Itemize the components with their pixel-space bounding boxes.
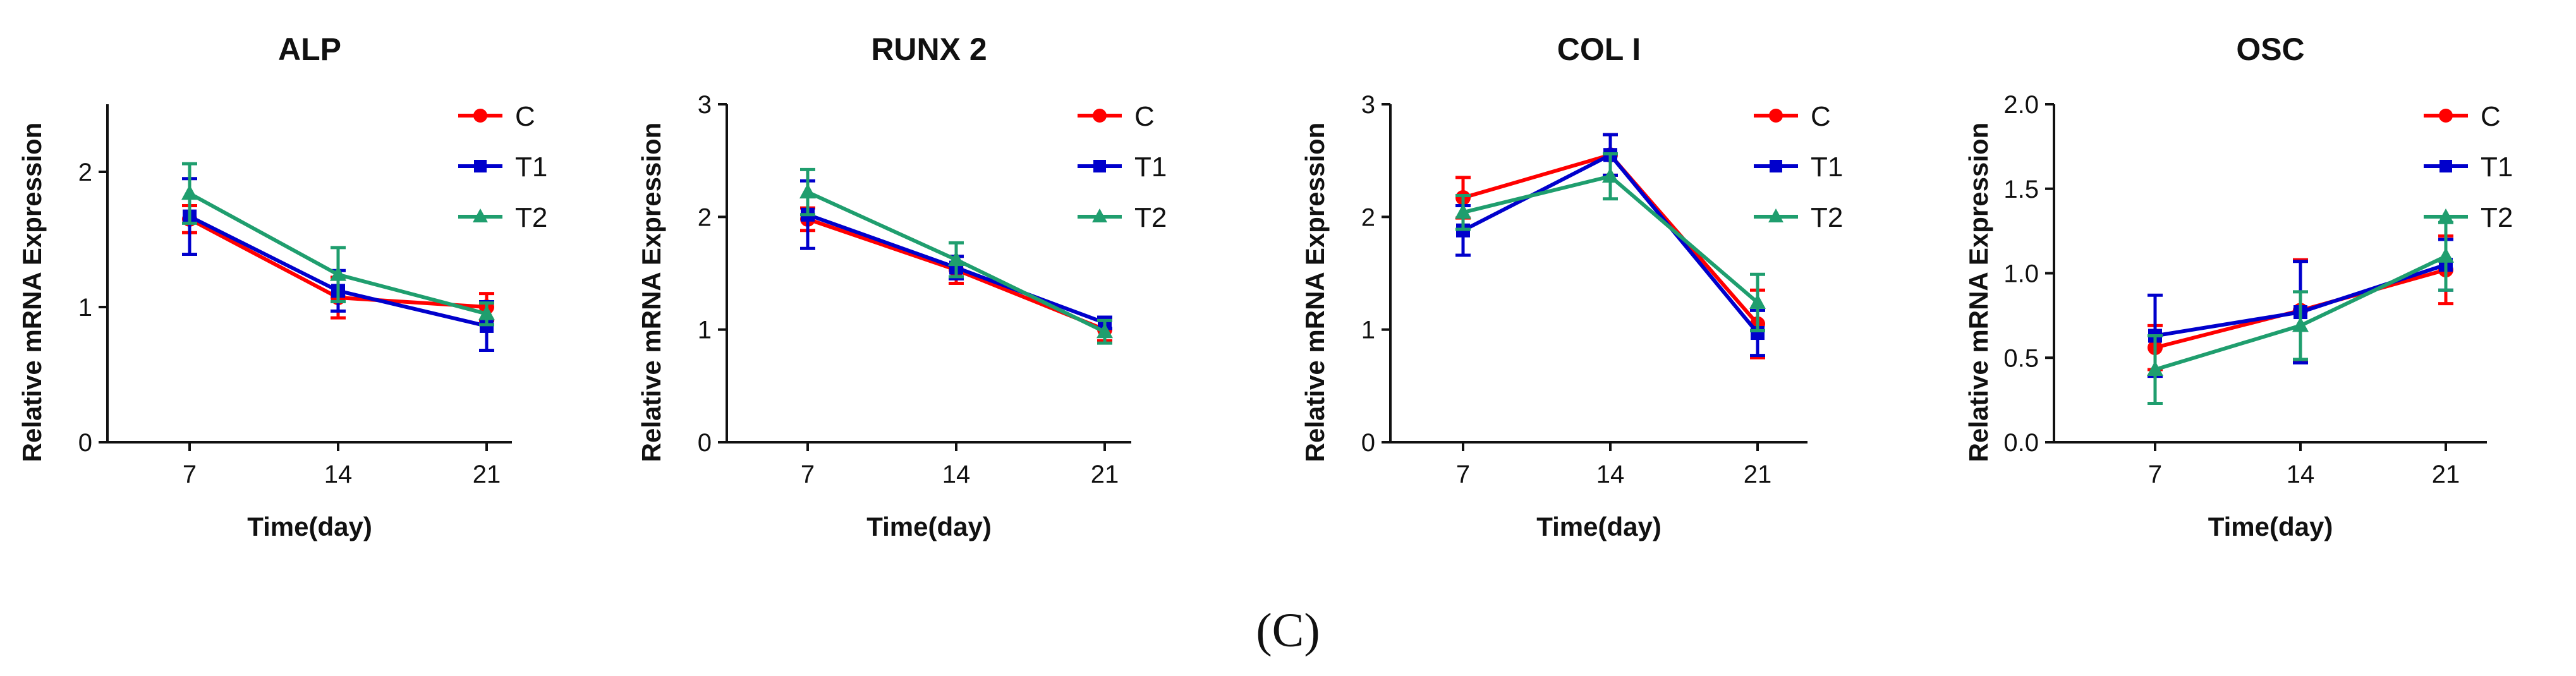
data-point-t2 bbox=[330, 265, 346, 281]
data-point-t2 bbox=[1602, 167, 1619, 183]
legend-marker-t1 bbox=[2439, 160, 2452, 172]
x-tick-label: 7 bbox=[2148, 461, 2162, 488]
legend-marker-t2 bbox=[1768, 208, 1783, 222]
legend-marker-c bbox=[473, 109, 487, 123]
y-tick-label: 0 bbox=[698, 429, 712, 457]
chart-title: ALP bbox=[278, 32, 341, 67]
legend-label-t2: T2 bbox=[2481, 202, 2513, 233]
y-tick-label: 0.0 bbox=[2003, 429, 2039, 457]
chart-title: COL I bbox=[1557, 32, 1641, 67]
y-tick-label: 1.5 bbox=[2003, 176, 2039, 203]
y-tick-label: 1.0 bbox=[2003, 260, 2039, 288]
y-axis-label: Relative mRNA Expression bbox=[636, 123, 666, 462]
chart-title: RUNX 2 bbox=[871, 32, 987, 67]
legend-marker-c bbox=[1093, 109, 1107, 123]
x-axis-label: Time(day) bbox=[866, 512, 992, 541]
legend-marker-c bbox=[2439, 109, 2453, 123]
legend-marker-t1 bbox=[1093, 160, 1106, 172]
data-point-t2 bbox=[2147, 360, 2163, 376]
chart-panel-runx-2: RUNX 2 0 1 2 3 7 14 21 Time(day) Relative mRNA Ex… bbox=[636, 32, 1167, 541]
legend-label-t2: T2 bbox=[1134, 202, 1167, 233]
data-point-t2 bbox=[948, 251, 964, 267]
data-point-t2 bbox=[478, 305, 495, 320]
x-tick-label: 21 bbox=[1744, 461, 1772, 488]
x-tick-label: 21 bbox=[2432, 461, 2460, 488]
y-tick-label: 0 bbox=[78, 429, 92, 457]
x-axis-label: Time(day) bbox=[2208, 512, 2333, 541]
data-point-t2 bbox=[1097, 323, 1113, 339]
chart-panel-alp: ALP 0 1 2 7 14 21 Time(day) Relative mRNA Expres… bbox=[17, 32, 547, 541]
x-tick-label: 7 bbox=[1456, 461, 1470, 488]
x-tick-label: 14 bbox=[1596, 461, 1625, 488]
y-tick-label: 2 bbox=[1361, 203, 1375, 231]
y-tick-label: 3 bbox=[698, 91, 712, 119]
x-tick-label: 14 bbox=[324, 461, 353, 488]
y-tick-label: 2.0 bbox=[2003, 91, 2039, 119]
legend-marker-t2 bbox=[2438, 208, 2453, 222]
legend-marker-t1 bbox=[474, 160, 487, 172]
legend-marker-t2 bbox=[473, 208, 488, 222]
x-tick-label: 7 bbox=[183, 461, 197, 488]
data-point-t2 bbox=[2292, 317, 2309, 332]
figure-caption: (C) bbox=[1256, 604, 1320, 657]
x-tick-label: 14 bbox=[2287, 461, 2315, 488]
legend-label-c: C bbox=[515, 101, 535, 132]
y-tick-label: 1 bbox=[1361, 317, 1375, 344]
chart-title: OSC bbox=[2236, 32, 2304, 67]
data-point-t2 bbox=[799, 183, 816, 199]
y-tick-label: 1 bbox=[698, 317, 712, 344]
legend-marker-c bbox=[1769, 109, 1783, 123]
data-point-t2 bbox=[2438, 247, 2454, 263]
y-tick-label: 0.5 bbox=[2003, 344, 2039, 372]
data-point-t2 bbox=[1749, 293, 1766, 309]
y-tick-label: 1 bbox=[78, 294, 92, 322]
data-point-t2 bbox=[1455, 203, 1471, 219]
legend-label-t1: T1 bbox=[1811, 152, 1843, 183]
legend-label-t2: T2 bbox=[515, 202, 547, 233]
chart-panel-col-i: COL I 0 1 2 3 7 14 21 Time(day) Relative mRNA Exp… bbox=[1300, 32, 1843, 541]
y-tick-label: 2 bbox=[78, 159, 92, 186]
data-point-t2 bbox=[181, 184, 198, 200]
y-axis-label: Relative mRNA Expression bbox=[1964, 123, 1993, 462]
x-tick-label: 21 bbox=[473, 461, 501, 488]
legend-label-t1: T1 bbox=[2481, 152, 2513, 183]
y-tick-label: 2 bbox=[698, 203, 712, 231]
legend-marker-t1 bbox=[1770, 160, 1782, 172]
y-tick-label: 3 bbox=[1361, 91, 1375, 119]
y-axis-label: Relative mRNA Expression bbox=[1300, 123, 1330, 462]
y-tick-label: 0 bbox=[1361, 429, 1375, 457]
x-axis-label: Time(day) bbox=[247, 512, 372, 541]
legend-label-t1: T1 bbox=[1134, 152, 1167, 183]
legend-marker-t2 bbox=[1092, 208, 1107, 222]
x-axis-label: Time(day) bbox=[1536, 512, 1662, 541]
x-tick-label: 7 bbox=[801, 461, 815, 488]
legend-label-c: C bbox=[2481, 101, 2501, 132]
legend-label-c: C bbox=[1811, 101, 1831, 132]
legend-label-t1: T1 bbox=[515, 152, 547, 183]
chart-panel-osc: OSC 0.0 0.5 1.0 1.5 2.0 7 14 21 Time(day) Relative… bbox=[1964, 32, 2513, 541]
y-axis-label: Relative mRNA Expression bbox=[17, 123, 47, 462]
legend-label-c: C bbox=[1134, 101, 1155, 132]
legend-label-t2: T2 bbox=[1811, 202, 1843, 233]
x-tick-label: 21 bbox=[1091, 461, 1119, 488]
x-tick-label: 14 bbox=[942, 461, 971, 488]
